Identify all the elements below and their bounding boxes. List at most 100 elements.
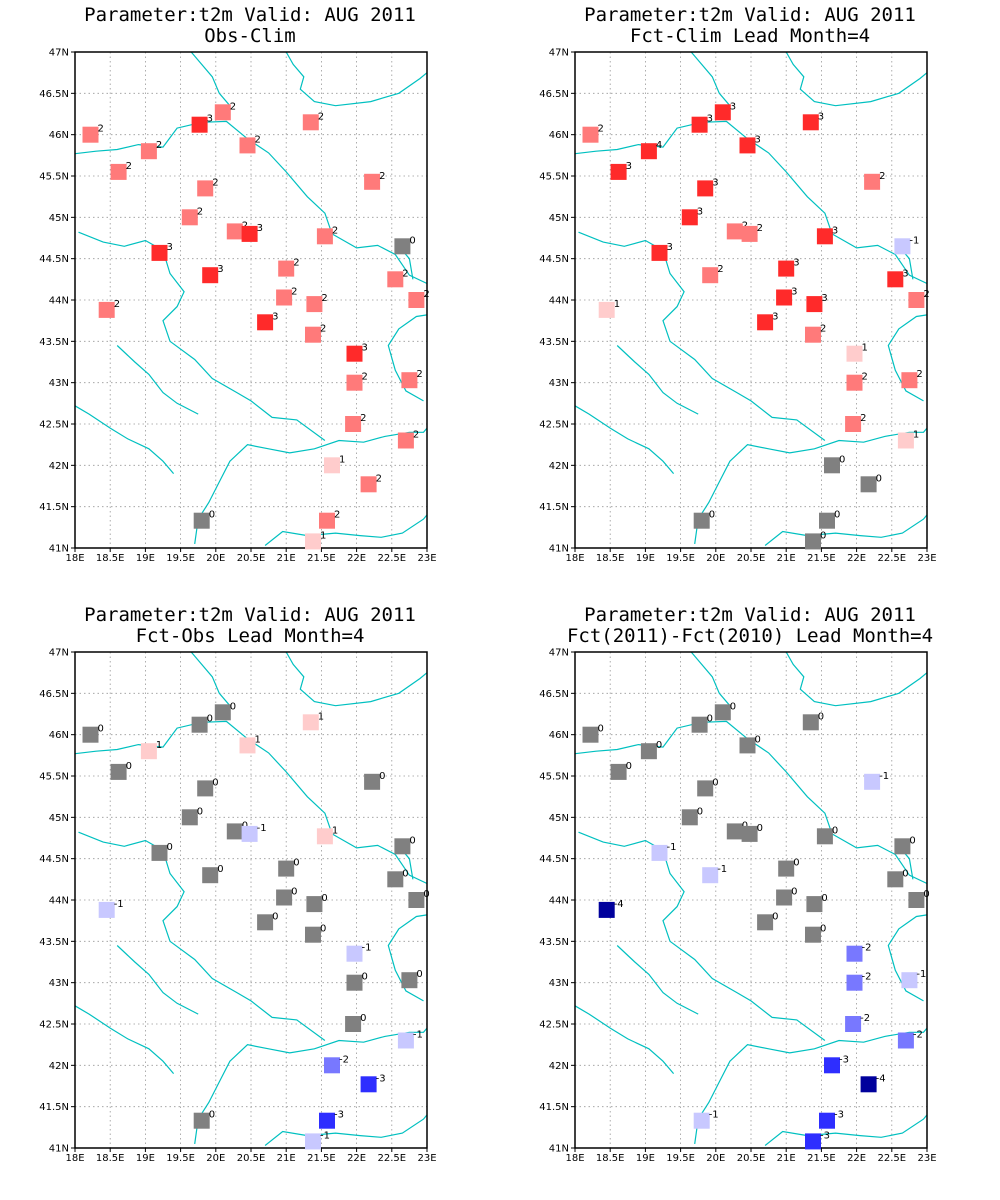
station-value-label: 2 bbox=[413, 430, 419, 441]
y-tick-label: 42N bbox=[49, 1061, 69, 1072]
y-tick-label: 46N bbox=[49, 730, 69, 741]
station-marker bbox=[214, 704, 231, 721]
x-tick-label: 18.5E bbox=[596, 553, 625, 564]
y-tick-label: 41N bbox=[549, 1144, 569, 1155]
station-value-label: 2 bbox=[114, 299, 120, 310]
border-line bbox=[387, 914, 428, 1002]
station-value-label: 1 bbox=[332, 825, 338, 836]
station-marker bbox=[345, 416, 362, 432]
station-value-label: 2 bbox=[332, 225, 338, 236]
y-tick-label: 42.5N bbox=[539, 1020, 569, 1031]
station-marker bbox=[346, 345, 363, 362]
station-value-label: 0 bbox=[409, 235, 415, 246]
station-marker bbox=[598, 901, 615, 918]
border-line bbox=[74, 120, 428, 285]
station-value-label: 2 bbox=[860, 413, 866, 424]
country-borders bbox=[574, 51, 928, 546]
grid bbox=[75, 652, 427, 1148]
y-tick-label: 46N bbox=[549, 130, 569, 141]
border-line bbox=[887, 314, 928, 402]
x-tick-label: 19E bbox=[636, 1153, 655, 1164]
x-tick-label: 18E bbox=[565, 1153, 584, 1164]
border-line bbox=[264, 1114, 428, 1146]
station-marker bbox=[610, 763, 627, 780]
station-marker bbox=[257, 314, 274, 331]
station-marker bbox=[845, 416, 862, 432]
x-tick-label: 20E bbox=[706, 553, 725, 564]
station-value-label: 0 bbox=[821, 893, 827, 904]
station-marker bbox=[193, 1112, 210, 1129]
y-tick-label: 47N bbox=[49, 648, 69, 659]
station-value-label: 0 bbox=[791, 887, 797, 898]
station-value-label: 0 bbox=[360, 1013, 366, 1024]
station-marker bbox=[319, 512, 335, 529]
station-marker bbox=[887, 271, 904, 288]
x-tick-label: 19E bbox=[136, 553, 155, 564]
x-tick-label: 18E bbox=[65, 1153, 84, 1164]
y-tick-label: 43.5N bbox=[539, 337, 569, 348]
station-marker bbox=[805, 533, 821, 550]
x-tick-label: 18E bbox=[65, 553, 84, 564]
station-marker bbox=[824, 457, 840, 474]
station-marker bbox=[819, 1112, 835, 1129]
x-tick-label: 23E bbox=[917, 1153, 936, 1164]
y-tick-label: 43N bbox=[549, 378, 569, 389]
station-marker bbox=[776, 889, 793, 906]
station-marker bbox=[151, 244, 168, 261]
y-tick-label: 45.5N bbox=[539, 172, 569, 183]
station-marker bbox=[316, 828, 333, 845]
station-marker bbox=[110, 763, 127, 780]
station-marker bbox=[306, 296, 323, 313]
station-value-label: 2 bbox=[916, 369, 922, 380]
x-tick-label: 22E bbox=[847, 1153, 866, 1164]
station-marker bbox=[726, 223, 743, 240]
x-tick-label: 20.5E bbox=[237, 553, 266, 564]
station-value-label: 2 bbox=[255, 134, 261, 145]
y-tick-label: 43.5N bbox=[39, 337, 69, 348]
station-marker bbox=[860, 1076, 877, 1093]
map-panel-obs-clim: Parameter:t2m Valid: AUG 2011 Obs-Clim 18E… bbox=[0, 0, 500, 600]
station-marker bbox=[394, 238, 411, 255]
station-marker bbox=[397, 1032, 414, 1049]
station-value-label: 0 bbox=[293, 858, 299, 869]
x-tick-label: 20E bbox=[206, 1153, 225, 1164]
border-line bbox=[574, 720, 928, 885]
y-tick-label: 42.5N bbox=[39, 1020, 69, 1031]
y-tick-label: 46N bbox=[49, 130, 69, 141]
border-line bbox=[194, 1027, 428, 1144]
y-tick-label: 43N bbox=[49, 978, 69, 989]
station-value-label: -2 bbox=[862, 943, 872, 954]
station-marker bbox=[305, 926, 321, 943]
x-tick-label: 21E bbox=[277, 1153, 296, 1164]
station-value-label: -2 bbox=[860, 1013, 870, 1024]
y-tick-label: 44N bbox=[549, 896, 569, 907]
station-marker bbox=[582, 726, 599, 743]
station-marker bbox=[191, 116, 208, 133]
station-marker bbox=[864, 773, 881, 790]
station-marker bbox=[726, 823, 743, 840]
station-marker bbox=[819, 512, 835, 529]
station-marker bbox=[401, 972, 418, 989]
station-value-label: 3 bbox=[755, 134, 761, 145]
station-value-label: 2 bbox=[334, 510, 340, 521]
border-line bbox=[694, 427, 928, 544]
station-marker bbox=[757, 314, 774, 331]
station-marker bbox=[897, 1032, 914, 1049]
border-line bbox=[574, 120, 928, 285]
station-value-label: 1 bbox=[913, 430, 919, 441]
station-value-label: -1 bbox=[114, 899, 124, 910]
y-tick-label: 43N bbox=[49, 378, 69, 389]
station-value-label: 3 bbox=[167, 242, 173, 253]
y-tick-label: 45N bbox=[49, 213, 69, 224]
station-marker bbox=[226, 823, 243, 840]
station-value-label: 0 bbox=[423, 889, 429, 900]
station-marker bbox=[140, 743, 157, 760]
station-value-label: 1 bbox=[339, 454, 345, 465]
station-marker bbox=[702, 267, 719, 284]
border-line bbox=[887, 914, 928, 1002]
border-line bbox=[387, 314, 428, 402]
station-value-label: 0 bbox=[909, 835, 915, 846]
station-marker bbox=[693, 1112, 710, 1129]
station-value-label: 0 bbox=[320, 924, 326, 935]
